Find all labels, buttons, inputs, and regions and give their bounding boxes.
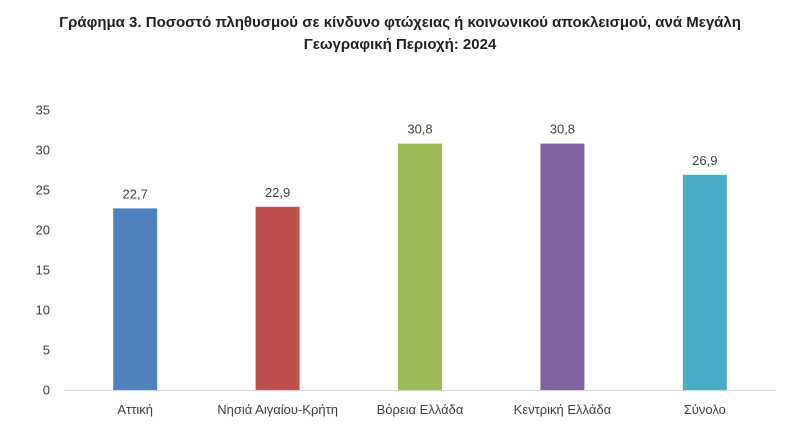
- category-label: Αττική: [117, 402, 153, 417]
- category-label: Κεντρική Ελλάδα: [514, 402, 612, 417]
- bars: [113, 143, 727, 390]
- category-label: Βόρεια Ελλάδα: [377, 402, 464, 417]
- category-labels: Αττική Νησιά Αιγαίου-Κρήτη Βόρεια Ελλάδα Κε…: [117, 402, 725, 417]
- bar: [540, 143, 585, 390]
- bar: [682, 174, 727, 390]
- data-label: 30,8: [407, 122, 432, 137]
- data-label: 26,9: [692, 153, 717, 168]
- y-tick-label: 20: [36, 223, 50, 238]
- data-label: 30,8: [550, 122, 575, 137]
- data-labels: 22,7 22,9 30,8 30,8 26,9: [123, 122, 718, 202]
- bar: [113, 208, 158, 390]
- data-label: 22,7: [123, 186, 148, 201]
- y-tick-label: 25: [36, 183, 50, 198]
- y-tick-label: 5: [43, 343, 50, 358]
- category-label: Νησιά Αιγαίου-Κρήτη: [217, 402, 338, 417]
- y-axis: 0 5 10 15 20 25 30 35: [36, 103, 50, 398]
- bar: [398, 143, 442, 390]
- y-tick-label: 35: [36, 103, 50, 118]
- y-tick-label: 15: [36, 263, 50, 278]
- chart-title-line-2: Γεωγραφική Περιοχή: 2024: [303, 36, 497, 53]
- y-tick-label: 0: [43, 383, 50, 398]
- bar: [255, 206, 300, 390]
- y-tick-label: 10: [36, 303, 50, 318]
- chart-title-line-1: Γράφημα 3. Ποσοστό πληθυσμού σε κίνδυνο …: [59, 14, 741, 31]
- chart-title: Γράφημα 3. Ποσοστό πληθυσμού σε κίνδυνο …: [20, 12, 780, 56]
- y-tick-label: 30: [36, 143, 50, 158]
- category-label: Σύνολο: [684, 402, 726, 417]
- data-label: 22,9: [265, 185, 290, 200]
